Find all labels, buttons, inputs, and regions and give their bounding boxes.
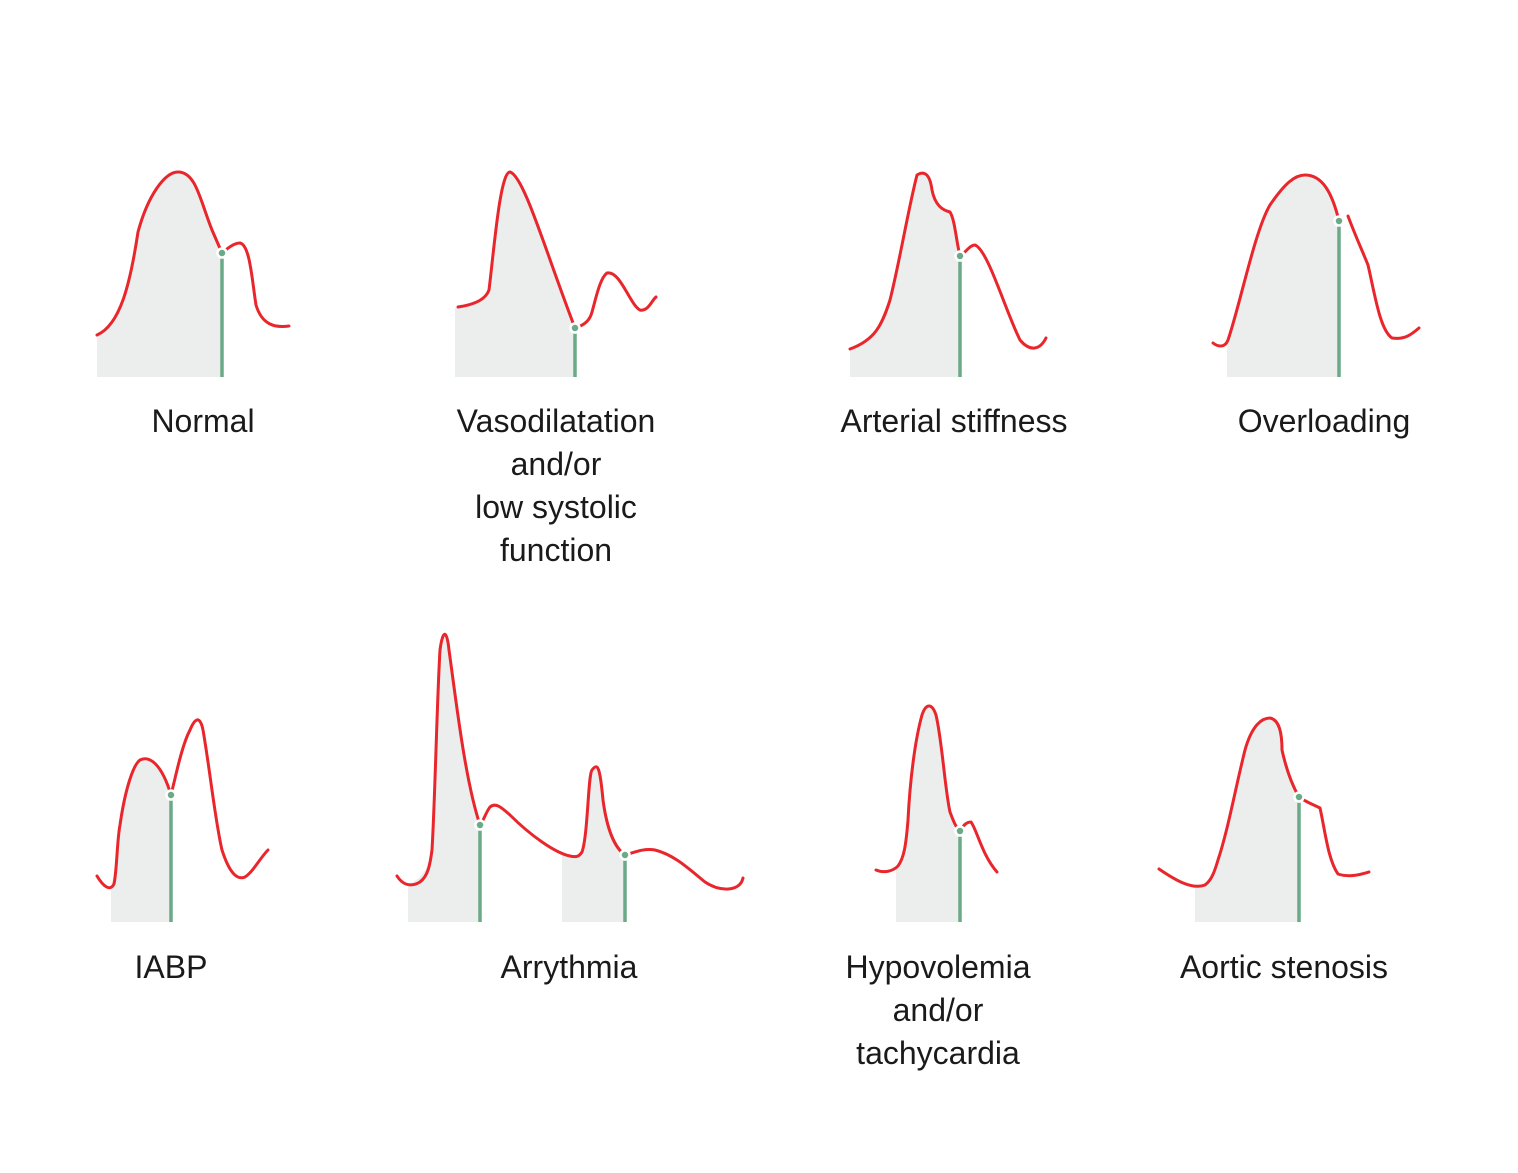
- label-line: Vasodilatation: [456, 403, 656, 439]
- label-vasodilatation: Vasodilatation and/or low systolic funct…: [436, 400, 676, 572]
- pressure-waveform: [95, 718, 270, 890]
- label-line: low systolic: [475, 489, 637, 525]
- dicrotic-notch-marker-beat-2: [619, 849, 631, 861]
- panel-vasodilatation: [455, 170, 658, 377]
- label-line: Arterial stiffness: [840, 403, 1068, 439]
- systolic-area-shading: [97, 172, 222, 377]
- pressure-waveform: [874, 704, 999, 874]
- label-iabp: IABP: [111, 946, 231, 989]
- systolic-area-shading-beat-2: [562, 766, 625, 922]
- dicrotic-notch-marker: [1293, 791, 1305, 803]
- label-line: function: [499, 532, 613, 568]
- systolic-area-shading: [455, 172, 575, 377]
- systolic-area-shading-beat-1: [408, 634, 480, 922]
- label-line: tachycardia: [856, 1035, 1020, 1071]
- systolic-area-shading: [1195, 718, 1299, 922]
- panel-overloading: [1211, 173, 1421, 377]
- dicrotic-notch-marker: [216, 247, 228, 259]
- panel-arterial-stiffness: [848, 171, 1048, 377]
- dicrotic-notch-marker-beat-1: [474, 819, 486, 831]
- panel-hypovolemia: [874, 704, 999, 922]
- panel-normal: [95, 170, 291, 377]
- dicrotic-notch-marker: [569, 322, 581, 334]
- systolic-area-shading: [896, 706, 960, 922]
- systolic-area-shading: [1227, 175, 1339, 377]
- label-line: Aortic stenosis: [1179, 949, 1389, 985]
- label-aortic-stenosis: Aortic stenosis: [1154, 946, 1414, 989]
- dicrotic-notch-marker: [1333, 215, 1345, 227]
- label-overloading: Overloading: [1214, 400, 1434, 443]
- label-line: and/or: [892, 992, 984, 1028]
- panel-arrythmia: [395, 632, 745, 922]
- label-normal: Normal: [103, 400, 303, 443]
- label-line: Hypovolemia: [845, 949, 1031, 985]
- pressure-waveform: [1157, 716, 1371, 888]
- panel-aortic-stenosis: [1157, 716, 1371, 922]
- label-arrythmia: Arrythmia: [469, 946, 669, 989]
- systolic-area-shading: [111, 758, 171, 922]
- pressure-waveform: [848, 171, 1048, 351]
- label-arterial-stiffness: Arterial stiffness: [814, 400, 1094, 443]
- dicrotic-notch-marker: [954, 250, 966, 262]
- label-line: Normal: [151, 403, 255, 439]
- label-line: IABP: [134, 949, 208, 985]
- dicrotic-notch-marker: [954, 825, 966, 837]
- dicrotic-notch-marker: [165, 789, 177, 801]
- label-line: Arrythmia: [500, 949, 638, 985]
- pressure-waveform: [1211, 173, 1341, 348]
- panel-iabp: [95, 718, 270, 922]
- label-hypovolemia: Hypovolemia and/or tachycardia: [828, 946, 1048, 1075]
- pressure-waveform: [95, 170, 291, 337]
- systolic-area-shading: [850, 173, 960, 377]
- label-line: and/or: [510, 446, 602, 482]
- label-line: Overloading: [1237, 403, 1411, 439]
- pressure-waveform-diastolic: [1346, 214, 1421, 340]
